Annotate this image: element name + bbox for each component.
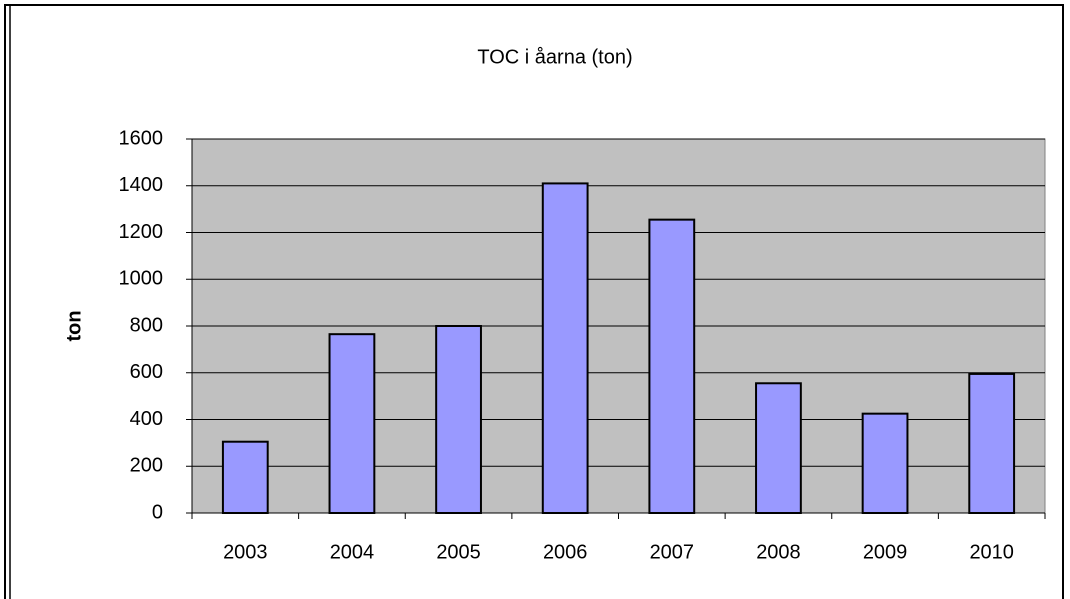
chart-title: TOC i åarna (ton) (477, 46, 632, 68)
y-tick-label: 0 (152, 501, 163, 523)
x-tick-label: 2007 (650, 541, 695, 563)
bar (541, 182, 589, 514)
x-tick-label: 2008 (756, 541, 801, 563)
x-tick-label: 2003 (223, 541, 268, 563)
x-tick-label: 2009 (863, 541, 908, 563)
bar (648, 218, 696, 515)
bar (435, 325, 482, 514)
bar (861, 412, 909, 514)
x-tick-label: 2004 (330, 541, 375, 563)
bar (755, 382, 802, 514)
outer-frame (4, 4, 1064, 599)
x-tick-label: 2006 (543, 541, 588, 563)
y-tick-label: 200 (130, 455, 163, 477)
x-tick-label: 2005 (436, 541, 481, 563)
bar (328, 333, 376, 514)
x-tick-label: 2010 (969, 541, 1014, 563)
bar (968, 372, 1016, 515)
y-tick-label: 1200 (119, 221, 164, 243)
y-axis-label: ton (63, 310, 85, 341)
y-tick-label: 400 (130, 408, 163, 430)
bar (221, 440, 269, 514)
y-tick-label: 1000 (119, 268, 164, 290)
y-tick-label: 1400 (119, 174, 164, 196)
y-tick-label: 600 (130, 361, 163, 383)
y-tick-label: 800 (130, 314, 163, 336)
y-tick-label: 1600 (119, 127, 164, 149)
